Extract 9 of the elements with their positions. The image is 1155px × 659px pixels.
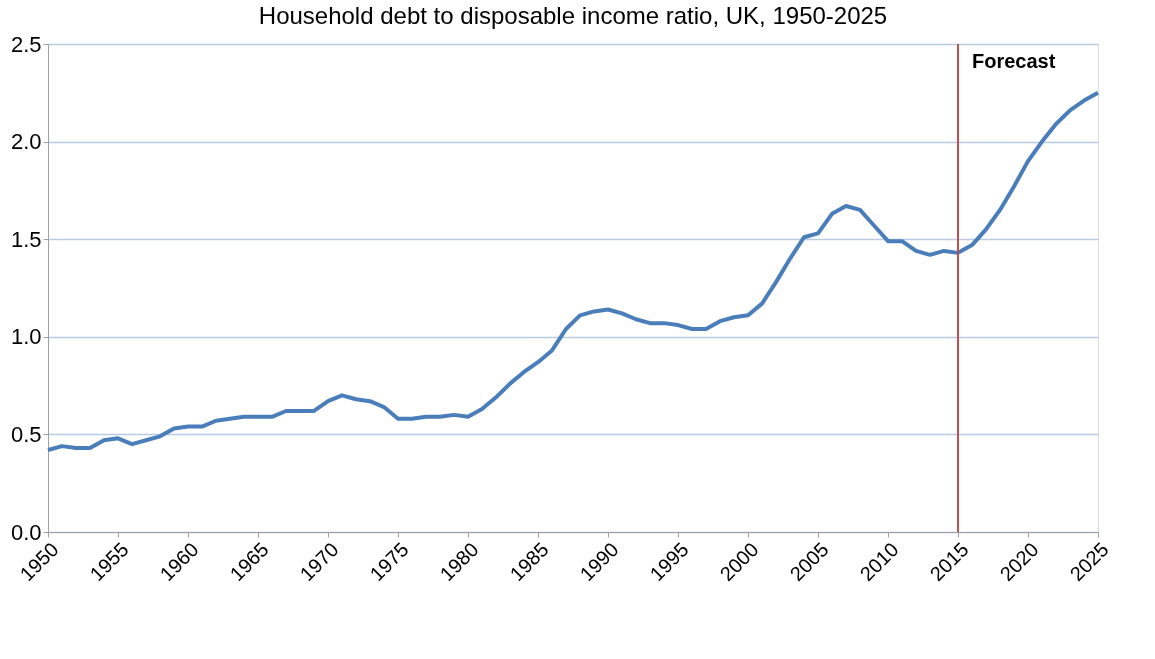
y-tick-label: 2.0 xyxy=(10,129,42,155)
y-tick-label: 0.0 xyxy=(10,519,42,545)
y-tick-label: 1.0 xyxy=(10,324,42,350)
y-tick-label: 2.5 xyxy=(10,31,42,57)
ref-line-label: Forecast xyxy=(972,50,1056,72)
line-series xyxy=(46,90,1100,453)
chart-title: Household debt to disposable income ratio, UK, 1950-2025 xyxy=(258,2,888,29)
y-tick-label: 0.5 xyxy=(10,421,42,447)
y-tick-label: 1.5 xyxy=(10,226,42,252)
